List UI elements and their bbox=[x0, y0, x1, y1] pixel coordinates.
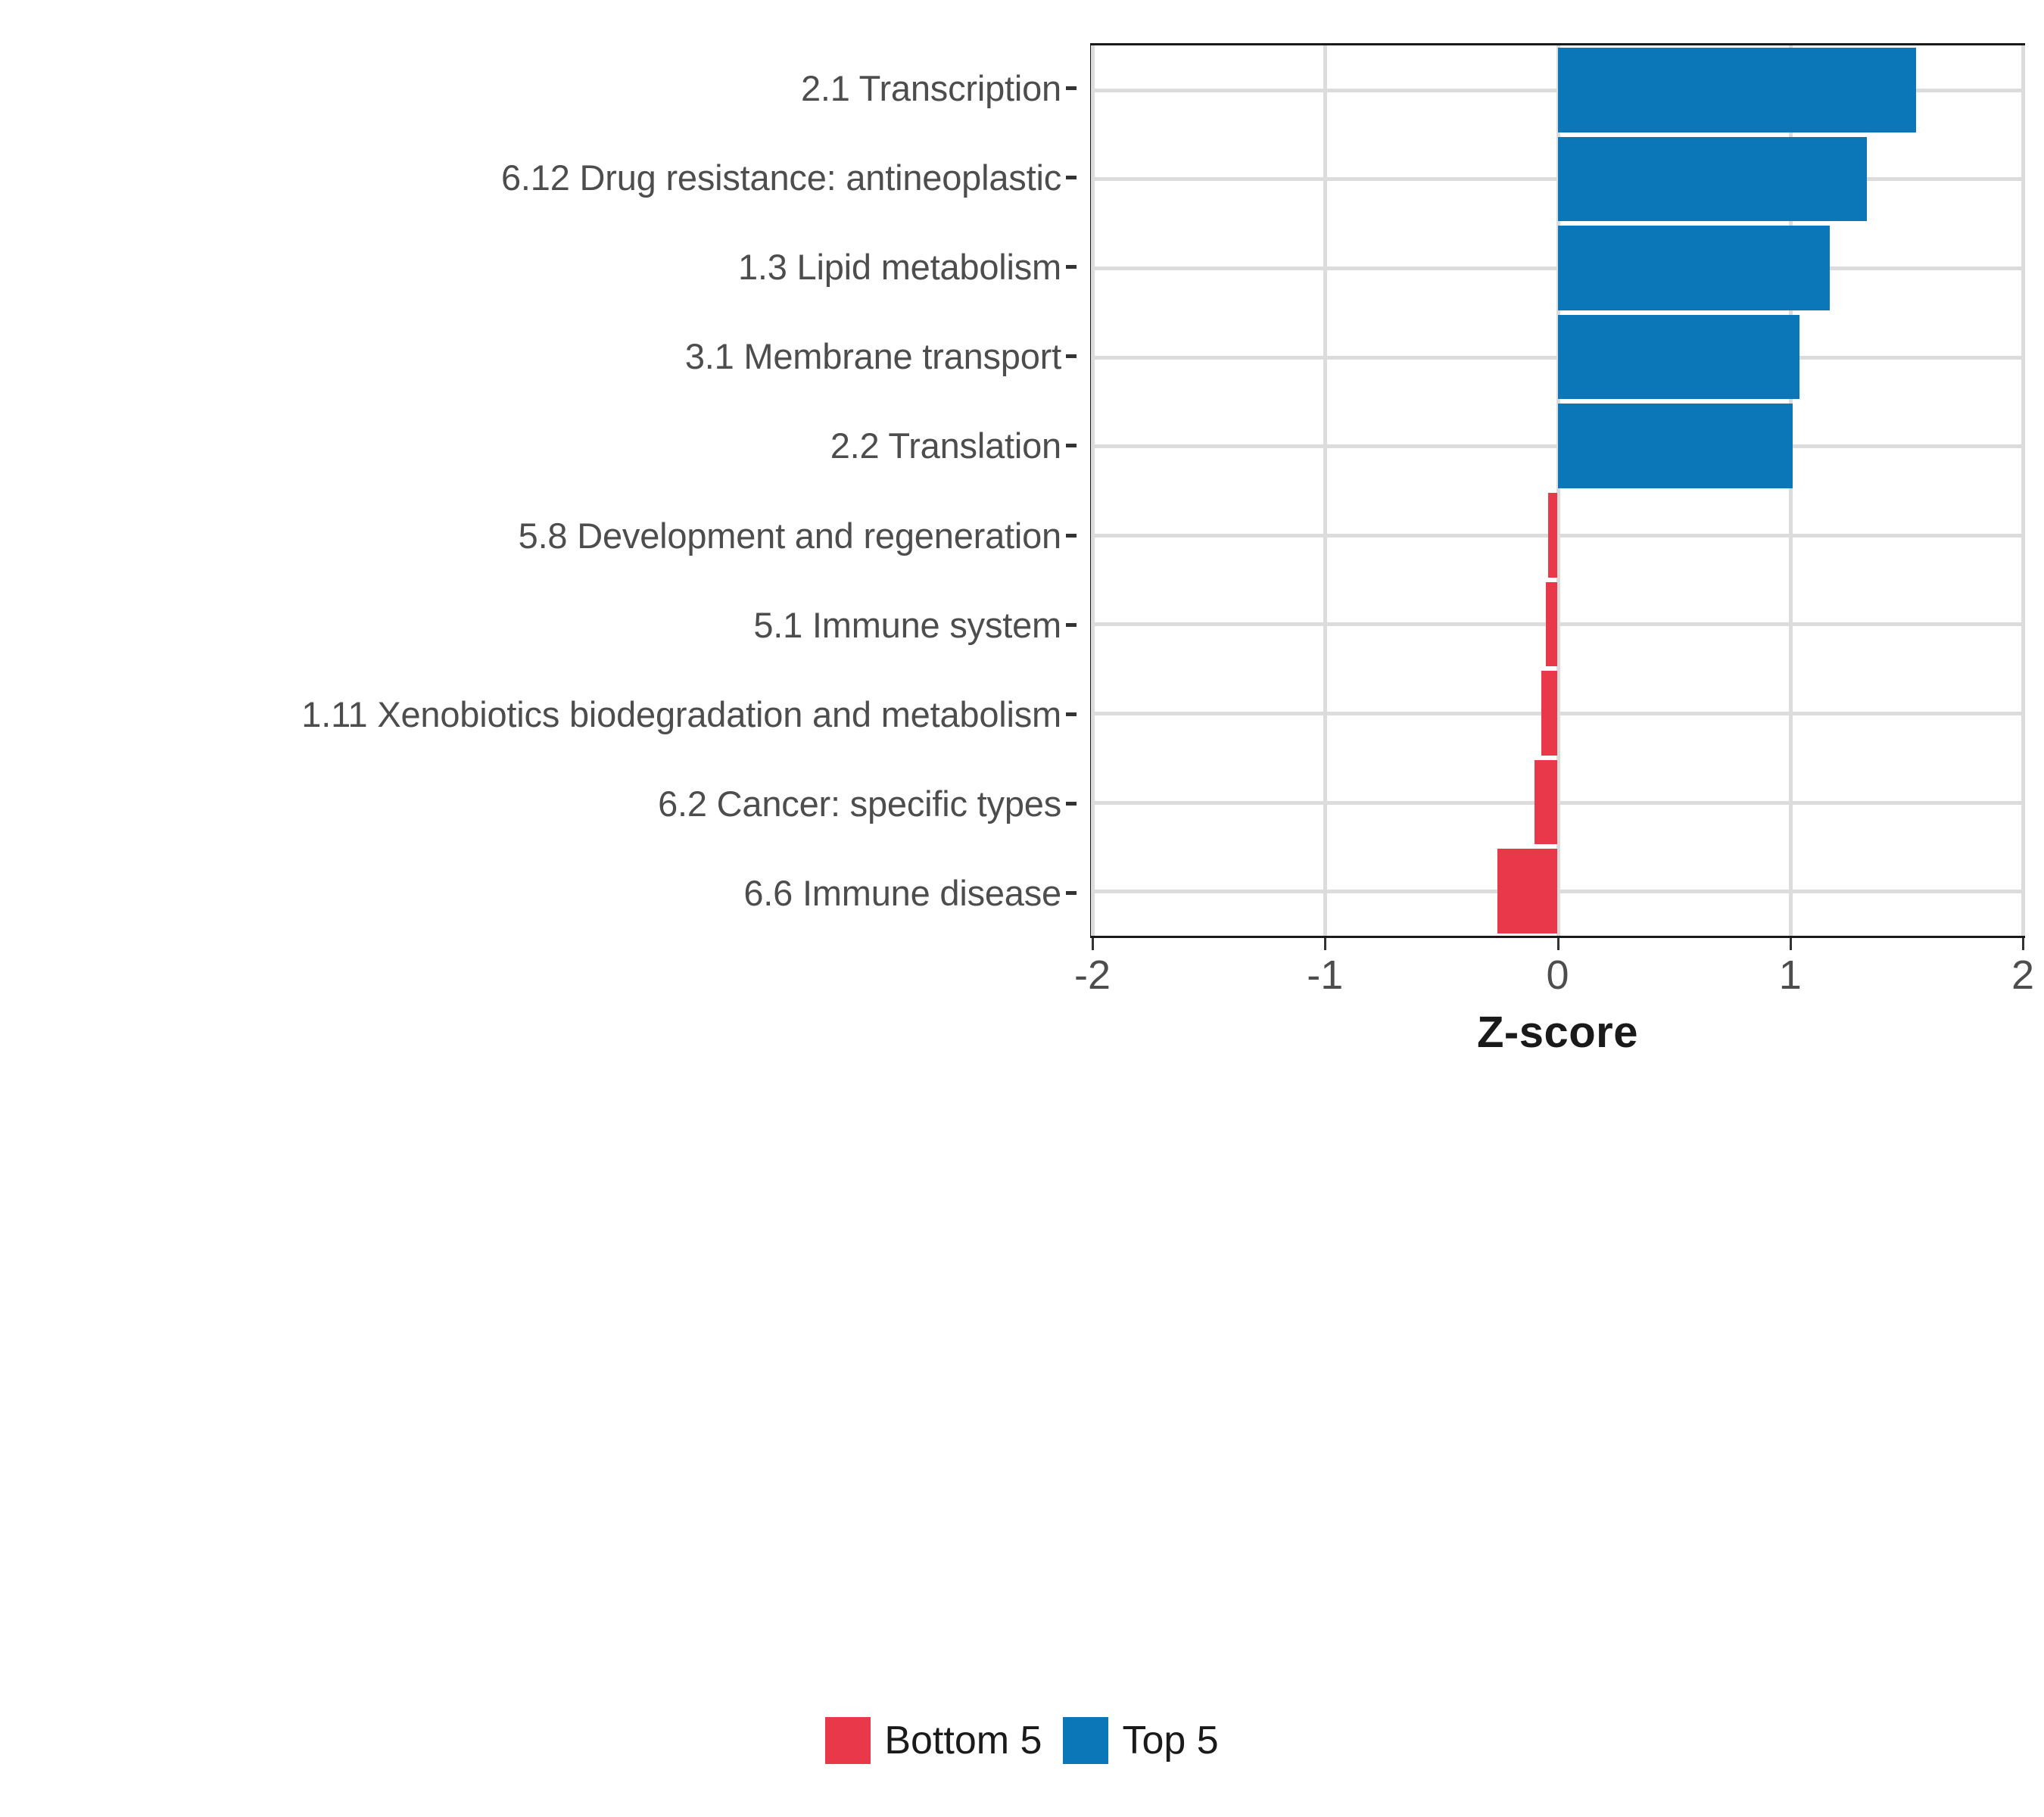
bar[interactable] bbox=[1557, 47, 1916, 132]
vertical-gridline-1 bbox=[1323, 45, 1328, 936]
y-axis-tick-mark bbox=[1066, 891, 1077, 896]
bar-row bbox=[1092, 492, 2023, 578]
x-axis-title: Z-score bbox=[1476, 1008, 1638, 1057]
legend-swatch-bottom5 bbox=[825, 1717, 871, 1764]
horizontal-gridline-5 bbox=[1092, 533, 2023, 538]
bar-row bbox=[1092, 314, 2023, 400]
bar-row bbox=[1092, 136, 2023, 222]
y-axis-tick-label: 2.2 Translation bbox=[830, 425, 1062, 466]
y-axis-tick-label: 5.1 Immune system bbox=[753, 604, 1061, 645]
horizontal-gridline-6 bbox=[1092, 622, 2023, 627]
bar[interactable] bbox=[1557, 136, 1868, 222]
x-axis-tick-label-4: 2 bbox=[2011, 952, 2035, 998]
legend-label: Top 5 bbox=[1122, 1719, 1219, 1762]
vertical-gridline-0 bbox=[1091, 45, 1095, 936]
y-axis-tick-mark bbox=[1066, 622, 1077, 627]
bar[interactable] bbox=[1557, 404, 1793, 489]
bar[interactable] bbox=[1548, 492, 1558, 578]
y-axis-tick-mark bbox=[1066, 86, 1077, 90]
y-axis-tick-7: 1.11 Xenobiotics biodegradation and meta… bbox=[0, 669, 1077, 759]
y-axis-tick-mark bbox=[1066, 444, 1077, 448]
y-axis-tick-mark bbox=[1066, 265, 1077, 269]
bar-row bbox=[1092, 581, 2023, 667]
legend-item-top5[interactable]: Top 5 bbox=[1063, 1717, 1219, 1764]
y-axis-tick-label: 1.11 Xenobiotics biodegradation and meta… bbox=[301, 694, 1061, 735]
plot-panel bbox=[1090, 43, 2025, 938]
horizontal-gridline-7 bbox=[1092, 712, 2023, 715]
bar-row bbox=[1092, 759, 2023, 845]
x-axis-tick-label-0: -2 bbox=[1073, 952, 1111, 998]
x-axis-tick-label-3: 1 bbox=[1778, 952, 1802, 998]
bar-row bbox=[1092, 849, 2023, 934]
x-axis-tick-mark-1 bbox=[1324, 938, 1327, 950]
x-axis-tick-label-1: -1 bbox=[1307, 952, 1344, 998]
x-axis-tick-label-2: 0 bbox=[1546, 952, 1569, 998]
y-axis-tick-5: 5.8 Development and regeneration bbox=[0, 491, 1077, 580]
y-axis-tick-6: 5.1 Immune system bbox=[0, 580, 1077, 669]
x-axis-tick-mark-0 bbox=[1092, 938, 1094, 950]
x-axis-tick-mark-4 bbox=[2022, 938, 2024, 950]
y-axis-tick-label: 5.8 Development and regeneration bbox=[518, 515, 1062, 556]
legend-item-bottom5[interactable]: Bottom 5 bbox=[825, 1717, 1042, 1764]
vertical-gridline-4 bbox=[2021, 45, 2025, 936]
bar[interactable] bbox=[1497, 849, 1558, 934]
y-axis-tick-label: 1.3 Lipid metabolism bbox=[737, 247, 1061, 287]
bar[interactable] bbox=[1557, 226, 1830, 310]
bar-row bbox=[1092, 226, 2023, 310]
y-axis-tick-4: 2.2 Translation bbox=[0, 401, 1077, 491]
bar-row bbox=[1092, 47, 2023, 132]
y-axis-tick-label: 6.12 Drug resistance: antineoplastic bbox=[500, 157, 1061, 198]
x-axis: -2 -1 0 1 2 bbox=[1074, 938, 2034, 1029]
x-axis-tick-mark-2 bbox=[1556, 938, 1559, 950]
y-axis-tick-2: 1.3 Lipid metabolism bbox=[0, 222, 1077, 311]
horizontal-gridline-8 bbox=[1092, 800, 2023, 805]
legend-swatch-top5 bbox=[1063, 1717, 1109, 1764]
x-axis-tick-mark-3 bbox=[1789, 938, 1792, 950]
y-axis-tick-mark bbox=[1066, 802, 1077, 806]
legend: Bottom 5 Top 5 bbox=[0, 1717, 2044, 1764]
bar[interactable] bbox=[1546, 581, 1558, 667]
bar[interactable] bbox=[1541, 671, 1558, 756]
y-axis-tick-1: 6.12 Drug resistance: antineoplastic bbox=[0, 132, 1077, 222]
y-axis-tick-9: 6.6 Immune disease bbox=[0, 849, 1077, 938]
y-axis-labels: 2.1 Transcription 6.12 Drug resistance: … bbox=[0, 43, 1077, 938]
bar[interactable] bbox=[1557, 314, 1800, 400]
y-axis-tick-mark bbox=[1066, 354, 1077, 359]
legend-label: Bottom 5 bbox=[884, 1719, 1042, 1762]
y-axis-tick-label: 6.2 Cancer: specific types bbox=[658, 784, 1061, 824]
y-axis-tick-mark bbox=[1066, 533, 1077, 538]
bar[interactable] bbox=[1534, 759, 1558, 845]
y-axis-tick-0: 2.1 Transcription bbox=[0, 43, 1077, 132]
horizontal-gridline-9 bbox=[1092, 890, 2023, 894]
bar-row bbox=[1092, 671, 2023, 756]
y-axis-tick-label: 6.6 Immune disease bbox=[743, 873, 1061, 914]
y-axis-tick-label: 3.1 Membrane transport bbox=[684, 336, 1061, 377]
y-axis-tick-3: 3.1 Membrane transport bbox=[0, 312, 1077, 401]
vertical-gridline-2 bbox=[1556, 45, 1560, 936]
y-axis-tick-8: 6.2 Cancer: specific types bbox=[0, 759, 1077, 849]
bar-row bbox=[1092, 404, 2023, 489]
vertical-gridline-3 bbox=[1788, 45, 1793, 936]
y-axis-tick-label: 2.1 Transcription bbox=[800, 67, 1061, 108]
y-axis-tick-mark bbox=[1066, 175, 1077, 179]
y-axis-tick-mark bbox=[1066, 712, 1077, 717]
